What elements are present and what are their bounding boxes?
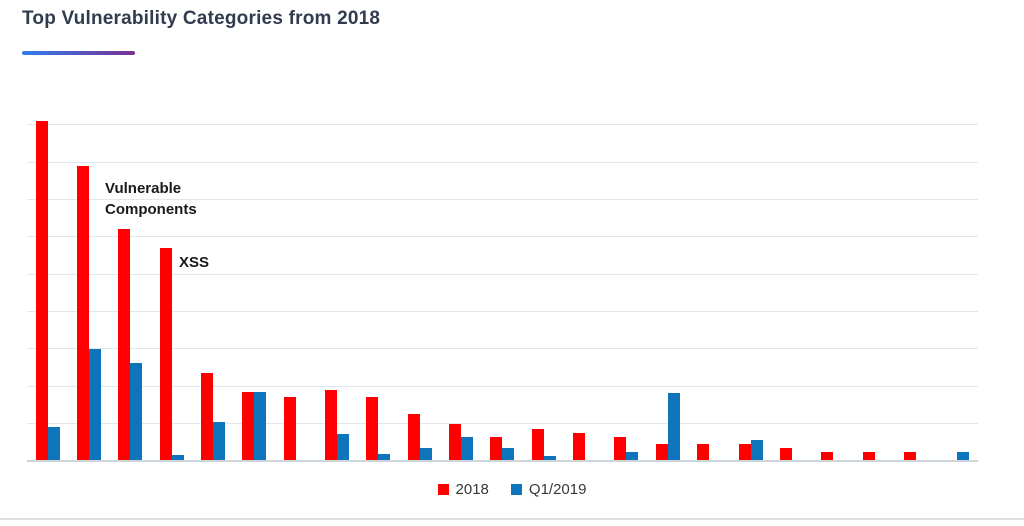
bar-group: [771, 106, 812, 461]
bar-q1-2019: [461, 437, 474, 461]
bars-container: [27, 106, 978, 461]
gridline: [27, 124, 978, 126]
bar-group: [234, 106, 275, 461]
bar-2018: [325, 390, 338, 461]
title-underline: [22, 51, 135, 55]
bar-2018: [118, 229, 131, 461]
bar-2018: [366, 397, 379, 461]
legend-item-q1-2019: Q1/2019: [510, 481, 587, 498]
bar-q1-2019: [626, 452, 639, 461]
x-axis-line: [27, 460, 978, 462]
bar-group: [523, 106, 564, 461]
bar-q1-2019: [171, 455, 184, 461]
bottom-separator: [0, 518, 1024, 520]
gridline: [27, 385, 978, 387]
bar-2018: [779, 448, 792, 461]
bar-2018: [35, 121, 48, 461]
bar-group: [27, 106, 68, 461]
bar-2018: [573, 433, 586, 461]
bar-q1-2019: [957, 452, 970, 461]
bar-group: [482, 106, 523, 461]
bar-2018: [531, 429, 544, 461]
bar-2018: [697, 444, 710, 461]
bar-group: [606, 106, 647, 461]
bar-2018: [738, 444, 751, 461]
bar-q1-2019: [378, 454, 391, 461]
bar-2018: [201, 373, 214, 461]
bar-q1-2019: [750, 440, 763, 461]
gridline: [27, 273, 978, 275]
bar-2018: [449, 424, 462, 461]
bar-q1-2019: [667, 393, 680, 461]
bar-group: [358, 106, 399, 461]
bar-2018: [159, 248, 172, 461]
plot-area: Vulnerable Components XSS: [27, 106, 978, 462]
bar-q1-2019: [502, 448, 515, 461]
bar-group: [68, 106, 109, 461]
gridline: [27, 348, 978, 350]
bar-2018: [903, 452, 916, 461]
bar-2018: [614, 437, 627, 461]
bar-group: [110, 106, 151, 461]
bar-q1-2019: [543, 456, 556, 461]
bar-2018: [490, 437, 503, 461]
bar-2018: [242, 392, 255, 461]
legend-label: 2018: [455, 481, 489, 498]
chart-title: Top Vulnerability Categories from 2018: [22, 8, 381, 29]
gridline: [27, 311, 978, 313]
bar-group: [689, 106, 730, 461]
bar-group: [564, 106, 605, 461]
bar-q1-2019: [419, 448, 432, 461]
gridline: [27, 423, 978, 425]
bar-group: [399, 106, 440, 461]
legend-swatch: [437, 484, 449, 495]
bar-2018: [283, 397, 296, 461]
bar-2018: [407, 414, 420, 461]
bar-group: [192, 106, 233, 461]
bar-q1-2019: [213, 422, 226, 461]
bar-2018: [821, 452, 834, 461]
legend-item-2018: 2018: [437, 481, 489, 498]
bar-q1-2019: [337, 434, 350, 461]
legend-swatch: [510, 484, 522, 495]
gridline: [27, 161, 978, 163]
bar-group: [316, 106, 357, 461]
bar-group: [895, 106, 936, 461]
bar-group: [151, 106, 192, 461]
bar-group: [730, 106, 771, 461]
legend-label: Q1/2019: [528, 481, 587, 498]
bar-q1-2019: [47, 427, 60, 461]
chart-annotation: XSS: [179, 254, 210, 271]
bar-q1-2019: [130, 363, 143, 461]
chart-legend: 2018 Q1/2019: [0, 481, 1024, 498]
bar-q1-2019: [254, 392, 267, 461]
bar-group: [647, 106, 688, 461]
bar-2018: [77, 166, 90, 461]
bar-group: [440, 106, 481, 461]
bar-2018: [862, 452, 875, 461]
bar-group: [854, 106, 895, 461]
bar-group: [937, 106, 978, 461]
bar-group: [275, 106, 316, 461]
bar-q1-2019: [89, 349, 102, 461]
gridline: [27, 236, 978, 238]
chart-annotation: Vulnerable Components: [105, 180, 197, 218]
bar-2018: [655, 444, 668, 461]
bar-group: [813, 106, 854, 461]
gridline: [27, 198, 978, 200]
